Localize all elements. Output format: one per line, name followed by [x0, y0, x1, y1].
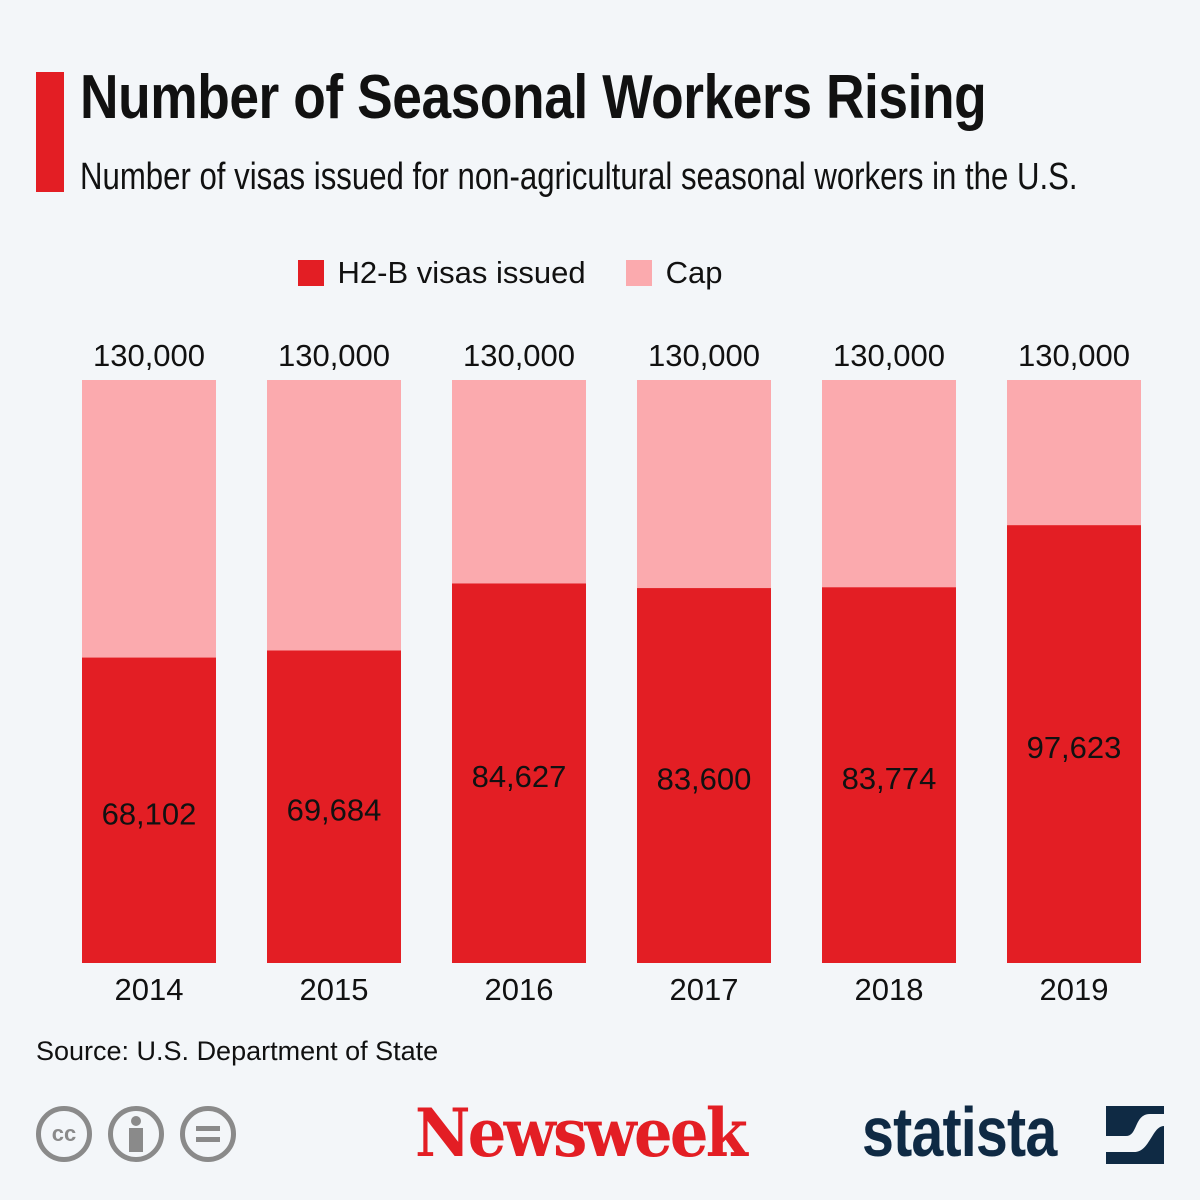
x-tick-label: 2015 [300, 972, 369, 1007]
data-label-issued: 83,600 [657, 762, 752, 797]
legend: H2-B visas issued Cap [0, 255, 1110, 291]
data-label-cap: 130,000 [93, 338, 205, 373]
legend-label-issued: H2-B visas issued [337, 255, 586, 290]
accent-bar [36, 72, 64, 192]
data-label-issued: 68,102 [102, 796, 197, 831]
legend-swatch-issued [297, 260, 324, 286]
bar-issued [267, 650, 401, 963]
data-label-issued: 84,627 [472, 759, 567, 794]
newsweek-logo: Newsweek [415, 1094, 748, 1172]
bar-issued [1007, 525, 1141, 963]
legend-item-issued: H2-B visas issued [297, 255, 586, 291]
data-label-cap: 130,000 [833, 338, 945, 373]
legend-label-cap: Cap [665, 255, 723, 290]
attribution-icon [108, 1106, 164, 1162]
data-label-issued: 69,684 [287, 793, 382, 828]
bar-issued [452, 583, 586, 963]
data-label-cap: 130,000 [648, 338, 760, 373]
x-tick-label: 2014 [115, 972, 184, 1007]
cc-icon: cc [36, 1106, 92, 1162]
chart-title: Number of Seasonal Workers Rising [80, 63, 987, 132]
data-label-issued: 83,774 [842, 761, 937, 796]
bar-issued [822, 587, 956, 963]
legend-item-cap: Cap [625, 255, 723, 291]
no-derivatives-icon [180, 1106, 236, 1162]
bar-issued [637, 588, 771, 963]
statista-logo-icon [1106, 1106, 1164, 1164]
x-tick-label: 2018 [855, 972, 924, 1007]
data-label-cap: 130,000 [1018, 338, 1130, 373]
data-label-cap: 130,000 [278, 338, 390, 373]
source-note: Source: U.S. Department of State [36, 1036, 439, 1066]
statista-logo: statista [862, 1093, 1057, 1171]
legend-swatch-cap [625, 260, 652, 286]
data-label-cap: 130,000 [463, 338, 575, 373]
x-tick-label: 2019 [1040, 972, 1109, 1007]
x-tick-label: 2016 [485, 972, 554, 1007]
data-label-issued: 97,623 [1027, 730, 1122, 765]
chart-subtitle: Number of visas issued for non-agricultu… [80, 156, 1078, 198]
x-tick-label: 2017 [670, 972, 739, 1007]
bar-issued [82, 657, 216, 963]
